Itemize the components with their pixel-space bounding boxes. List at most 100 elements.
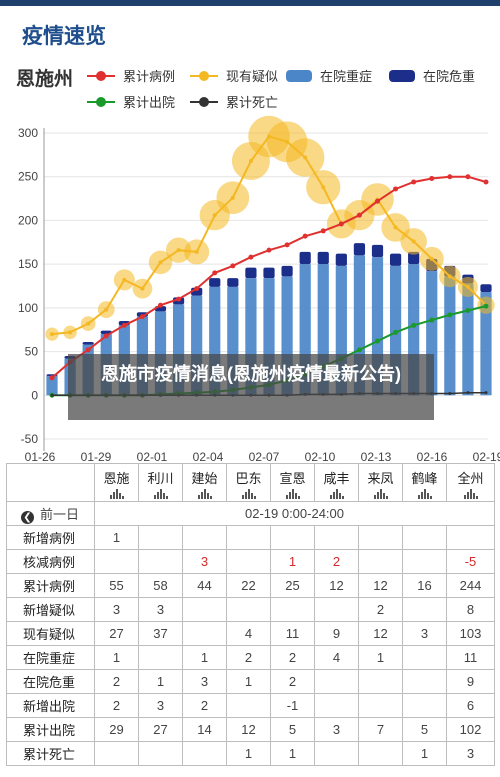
x-tick-label: 02-13 <box>361 450 392 463</box>
table-cell: 3 <box>138 597 183 622</box>
county-header-4[interactable]: 宣恩 <box>270 463 315 502</box>
table-cell <box>182 597 227 622</box>
suspected-point <box>447 274 452 279</box>
county-header-6[interactable]: 来凤 <box>358 463 403 502</box>
news-caption-overlay: 恩施市疫情消息(恩施州疫情最新公告) <box>68 354 434 420</box>
table-cell <box>138 645 183 670</box>
chart-title: 恩施州 <box>16 67 73 90</box>
table-cell <box>270 525 315 550</box>
cumulative-cases-point <box>465 174 471 180</box>
cumulative-cases-point <box>176 296 182 302</box>
cumulative-discharged-point <box>411 322 417 328</box>
table-cell <box>358 693 403 718</box>
table-cell <box>182 741 227 766</box>
suspected-point <box>303 155 308 160</box>
row-label: 累计病例 <box>6 573 95 598</box>
bar-severe <box>154 311 167 396</box>
table-cell: -1 <box>270 693 315 718</box>
table-row: 在院危重 2 1 3 1 2 9 <box>6 669 495 694</box>
table-cell: 7 <box>358 717 403 742</box>
table-cell: 25 <box>270 573 315 598</box>
table-cell: 12 <box>358 573 403 598</box>
cumulative-cases-point <box>230 263 236 269</box>
table-cell: 1 <box>94 645 139 670</box>
bar-chart-icon <box>373 489 388 499</box>
suspected-point <box>411 239 416 244</box>
row-label: 新增病例 <box>6 525 95 550</box>
legend-swatch <box>389 70 415 82</box>
table-cell <box>182 621 227 646</box>
y-tick-label: -50 <box>21 432 39 446</box>
county-header-5[interactable]: 咸丰 <box>314 463 359 502</box>
county-name: 恩施 <box>103 471 130 486</box>
table-cell: 5 <box>270 717 315 742</box>
table-cell: 1 <box>138 669 183 694</box>
cumulative-cases-point <box>483 179 489 185</box>
table-row: 在院重症 1 1 2 2 4 1 11 <box>6 645 495 670</box>
bar-severe <box>46 376 58 396</box>
table-cell <box>402 549 447 574</box>
legend-label: 在院重症 <box>320 69 372 84</box>
table-cell: 6 <box>446 693 495 718</box>
suspected-point <box>50 332 54 337</box>
suspected-point <box>86 321 91 326</box>
corner-cell <box>6 463 95 502</box>
county-header-0[interactable]: 恩施 <box>94 463 139 502</box>
cumulative-cases-point <box>248 254 254 260</box>
bar-severe <box>245 278 257 396</box>
table-row: 新增病例 1 <box>6 525 495 550</box>
table-cell: 27 <box>94 621 139 646</box>
table-cell <box>182 525 227 550</box>
suspected-point <box>285 139 290 144</box>
county-header-3[interactable]: 巴东 <box>226 463 271 502</box>
table-cell <box>226 693 271 718</box>
cumulative-cases-point <box>139 314 145 320</box>
table-cell: 9 <box>446 669 495 694</box>
table-cell <box>226 525 271 550</box>
county-name: 利川 <box>147 471 174 486</box>
cumulative-cases-point <box>393 186 399 192</box>
bar-severe <box>462 283 474 396</box>
date-row: ❮ 前一日 02-19 0:00-24:00 <box>6 501 495 526</box>
table-cell: -5 <box>446 549 495 574</box>
bar-chart-icon <box>329 489 344 499</box>
cumulative-discharged-point <box>465 307 471 313</box>
legend-label: 现有疑似 <box>226 69 278 84</box>
cumulative-deaths-point <box>484 391 488 395</box>
bar-critical <box>335 253 347 266</box>
y-tick-label: 50 <box>25 345 39 359</box>
cumulative-discharged-point <box>447 312 453 318</box>
table-cell: 2 <box>358 597 403 622</box>
table-cell: 4 <box>226 621 271 646</box>
bar-chart-icon <box>463 489 478 499</box>
suspected-point <box>465 284 470 289</box>
table-row: 累计病例 55 58 44 22 25 12 12 16 244 <box>6 573 495 598</box>
county-header-8[interactable]: 全州 <box>446 463 495 502</box>
cumulative-cases-point <box>320 228 326 234</box>
x-tick-label: 02-07 <box>249 450 280 463</box>
bar-critical <box>281 265 293 277</box>
table-row: 新增出院 2 3 2 -1 6 <box>6 693 495 718</box>
table-cell: 1 <box>226 741 271 766</box>
county-header-2[interactable]: 建始 <box>182 463 227 502</box>
table-cell <box>358 525 403 550</box>
cumulative-cases-point <box>338 221 344 227</box>
table-cell <box>138 741 183 766</box>
legend-label: 累计死亡 <box>226 95 278 110</box>
table-cell <box>314 525 359 550</box>
suspected-point <box>248 158 253 163</box>
cumulative-cases-point <box>375 198 380 204</box>
county-header-1[interactable]: 利川 <box>138 463 183 502</box>
legend-swatch-dot <box>199 71 209 81</box>
county-name: 鹤峰 <box>411 471 438 486</box>
cumulative-discharged-point <box>429 317 435 323</box>
table-cell: 4 <box>314 645 359 670</box>
legend-swatch-dot <box>199 97 209 107</box>
suspected-point <box>122 277 127 282</box>
county-header-7[interactable]: 鹤峰 <box>402 463 447 502</box>
row-label: 新增疑似 <box>6 597 95 622</box>
bar-severe <box>480 292 492 396</box>
x-tick-label: 01-26 <box>25 450 56 463</box>
previous-day-button[interactable]: ❮ 前一日 <box>6 501 95 526</box>
